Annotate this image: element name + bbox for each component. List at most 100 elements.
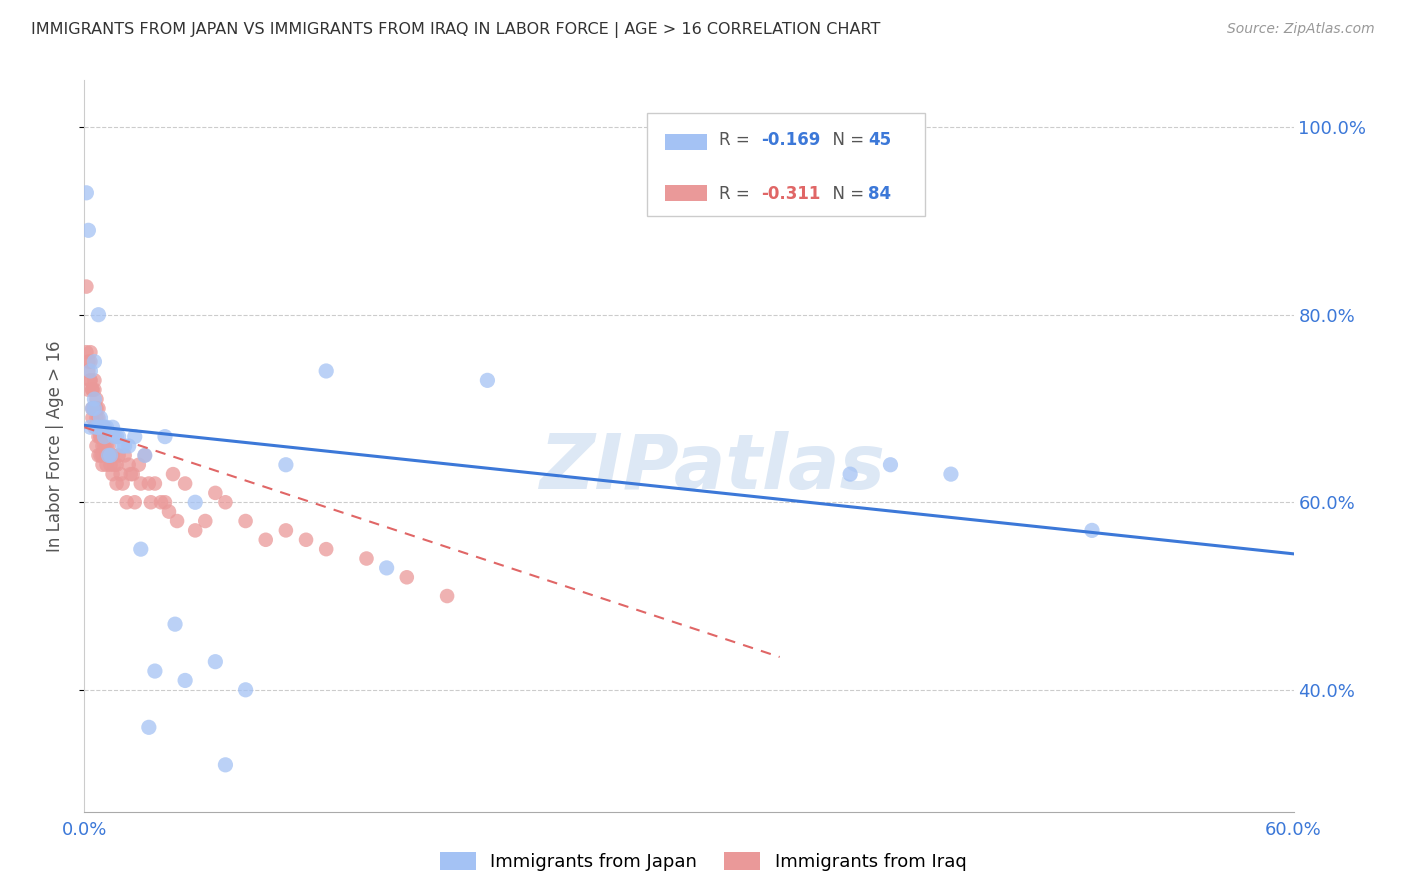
Point	[165, 617, 187, 632]
Point	[138, 720, 160, 734]
Point	[89, 420, 111, 434]
Point	[214, 757, 236, 772]
Point	[105, 458, 128, 472]
Point	[114, 449, 136, 463]
Point	[75, 186, 97, 200]
Point	[162, 467, 184, 482]
Text: ZIPatlas: ZIPatlas	[540, 431, 886, 505]
Point	[375, 561, 398, 575]
Point	[129, 542, 152, 557]
Text: N =: N =	[823, 131, 869, 149]
Point	[91, 439, 114, 453]
Point	[83, 392, 105, 406]
Point	[139, 495, 162, 509]
Point	[79, 420, 101, 434]
Point	[86, 401, 108, 416]
Text: -0.311: -0.311	[762, 185, 821, 202]
Text: Source: ZipAtlas.com: Source: ZipAtlas.com	[1227, 22, 1375, 37]
Point	[82, 383, 104, 397]
Point	[204, 655, 226, 669]
Point	[274, 524, 297, 538]
Point	[274, 458, 297, 472]
Point	[315, 542, 337, 557]
Point	[96, 420, 118, 434]
Point	[77, 223, 100, 237]
Point	[79, 354, 101, 368]
Point	[77, 364, 100, 378]
Text: N =: N =	[823, 185, 869, 202]
Point	[83, 401, 105, 416]
Point	[86, 439, 108, 453]
Point	[86, 410, 108, 425]
Point	[107, 449, 129, 463]
Point	[110, 467, 132, 482]
Point	[93, 439, 115, 453]
Point	[89, 429, 111, 443]
Point	[134, 449, 156, 463]
Point	[254, 533, 277, 547]
Point	[194, 514, 217, 528]
Point	[91, 429, 114, 443]
Point	[83, 373, 105, 387]
Point	[129, 476, 152, 491]
Point	[120, 467, 142, 482]
Point	[87, 420, 110, 434]
Point	[96, 449, 118, 463]
Point	[107, 429, 129, 443]
Point	[89, 410, 111, 425]
Text: 45: 45	[868, 131, 891, 149]
Point	[101, 420, 124, 434]
Point	[79, 364, 101, 378]
Point	[143, 476, 166, 491]
Point	[111, 439, 134, 453]
Point	[83, 354, 105, 368]
Point	[87, 401, 110, 416]
Point	[82, 401, 104, 416]
FancyBboxPatch shape	[665, 185, 707, 201]
Point	[138, 476, 160, 491]
Point	[93, 420, 115, 434]
Point	[86, 420, 108, 434]
Point	[89, 429, 111, 443]
Point	[82, 401, 104, 416]
Point	[143, 664, 166, 678]
Point	[104, 429, 127, 443]
Point	[89, 449, 111, 463]
Point	[79, 345, 101, 359]
Point	[77, 383, 100, 397]
Point	[118, 458, 141, 472]
Point	[204, 486, 226, 500]
Point	[235, 682, 257, 697]
Point	[100, 449, 122, 463]
Point	[83, 401, 105, 416]
Text: -0.169: -0.169	[762, 131, 821, 149]
Point	[79, 373, 101, 387]
Point	[100, 449, 122, 463]
Point	[184, 524, 207, 538]
Point	[295, 533, 318, 547]
Point	[114, 439, 136, 453]
Point	[436, 589, 458, 603]
Point	[83, 420, 105, 434]
Point	[101, 467, 124, 482]
Point	[839, 467, 862, 482]
Point	[235, 514, 257, 528]
Point	[104, 458, 127, 472]
Point	[86, 392, 108, 406]
Point	[82, 383, 104, 397]
Point	[101, 449, 124, 463]
Point	[157, 505, 180, 519]
Point	[124, 495, 146, 509]
Point	[75, 279, 97, 293]
Point	[149, 495, 172, 509]
Point	[121, 467, 143, 482]
Point	[315, 364, 337, 378]
Point	[93, 429, 115, 443]
Point	[86, 420, 108, 434]
Text: R =: R =	[720, 131, 755, 149]
Point	[105, 429, 128, 443]
Point	[214, 495, 236, 509]
Point	[128, 458, 150, 472]
Text: IMMIGRANTS FROM JAPAN VS IMMIGRANTS FROM IRAQ IN LABOR FORCE | AGE > 16 CORRELAT: IMMIGRANTS FROM JAPAN VS IMMIGRANTS FROM…	[31, 22, 880, 38]
Point	[96, 458, 118, 472]
